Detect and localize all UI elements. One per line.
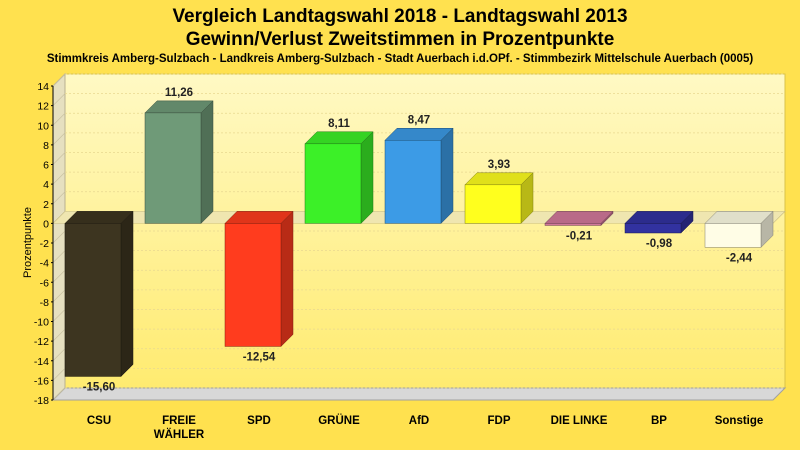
gridline-depth [52,171,66,185]
y-tick-label: 8 [43,140,49,152]
y-tick-label: -8 [40,297,49,309]
y-tick-label: 10 [37,120,49,132]
gridline-depth [52,73,66,87]
gridline-depth [52,309,66,322]
chart-caption: Stimmkreis Amberg-Sulzbach - Landkreis A… [46,53,754,65]
data-label: 11,26 [165,87,193,99]
bar [544,223,602,226]
bar [144,112,202,224]
bar [304,143,362,224]
gridline-depth [52,328,66,342]
x-tick-label: AfD [409,415,429,427]
gridline-depth [52,387,66,401]
y-tick-label: -14 [34,356,49,368]
y-tick-label: -4 [40,258,49,270]
gridline-depth [52,152,66,165]
bar [64,223,122,377]
bar-top [64,211,134,224]
bar [464,184,522,224]
chart-subtitle: Gewinn/Verlust Zweitstimmen in Prozentpu… [185,29,615,50]
data-label: -0,98 [646,238,673,250]
plot-floor [51,387,787,401]
bar-top [544,211,614,224]
x-tick-label: CSU [87,415,111,427]
bar-top [384,128,454,141]
bar-side [120,210,134,378]
x-tick-label: Sonstige [715,415,764,427]
data-label: -0,21 [566,230,593,242]
bar-top [704,211,774,224]
y-tick-label: -12 [34,336,49,348]
bar-top [464,172,534,186]
bar [704,223,762,248]
bar-side [200,100,214,224]
data-label: -2,44 [726,252,753,264]
data-label: -15,60 [83,381,116,393]
gridline-depth [52,113,66,126]
data-label: 8,11 [328,118,350,130]
y-tick-label: 12 [37,101,49,113]
gridline-depth [52,93,66,106]
gridline-depth [52,132,66,146]
x-tick-label: WÄHLER [154,428,205,441]
gridline-depth [52,348,66,361]
x-tick-label: FREIE [162,415,196,427]
y-tick-label: -6 [40,277,49,289]
gridline-depth [52,230,66,244]
x-tick-label: BP [651,415,667,427]
y-tick-label: 2 [43,199,49,211]
y-tick-label: 4 [43,179,49,191]
y-tick-label: 14 [37,81,49,93]
x-tick-label: SPD [247,415,271,427]
bar-side [360,131,374,224]
bar [224,223,282,347]
gridline-depth [52,191,66,204]
gridline-depth [52,368,66,381]
y-tick-label: -2 [40,238,49,250]
bar [624,223,682,234]
data-label: 3,93 [488,159,510,171]
chart-title: Vergleich Landtagswahl 2018 - Landtagswa… [172,6,628,27]
gridline-depth [52,250,66,263]
y-tick-label: 0 [43,218,49,230]
data-label: -12,54 [243,351,276,363]
y-tick-label: 6 [43,160,49,172]
data-label: 8,47 [408,114,430,126]
y-tick-label: -18 [34,395,49,407]
x-tick-label: GRÜNE [318,414,360,427]
bar-side [280,210,294,348]
y-tick-label: -10 [34,317,49,329]
bar-top [144,100,214,114]
bar-top [624,211,694,224]
bar [384,140,442,224]
bar-side [440,127,454,224]
gridline-depth [52,289,66,303]
bar-top [304,131,374,145]
gridline-depth [52,270,66,283]
y-tick-label: -16 [34,375,49,387]
bar-top [224,211,294,224]
x-tick-label: DIE LINKE [551,415,608,427]
x-tick-label: FDP [488,415,511,427]
